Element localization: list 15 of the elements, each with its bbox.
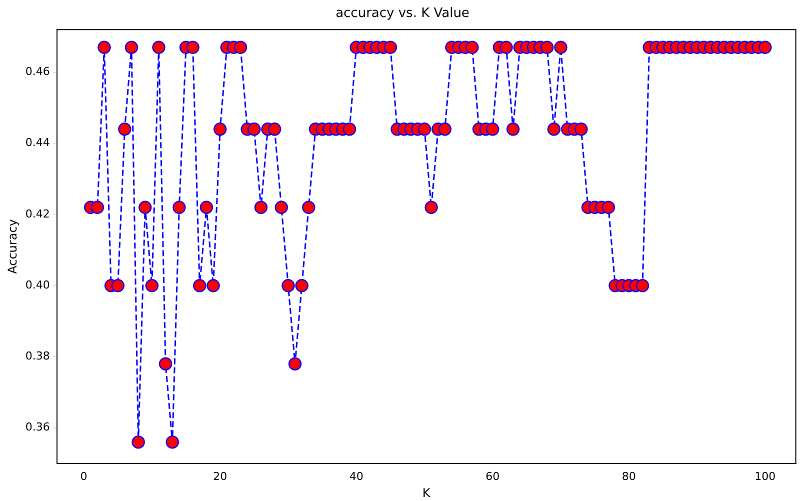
x-tick-label: 100	[754, 470, 776, 483]
y-tick-label: 0.40	[25, 278, 50, 292]
x-tick-label: 20	[213, 470, 228, 483]
y-tick-label: 0.46	[25, 65, 50, 78]
y-tick-label: 0.36	[25, 420, 50, 434]
y-tick-label: 0.42	[25, 207, 50, 220]
y-tick-label: 0.44	[25, 136, 50, 150]
x-tick-label: 0	[80, 470, 88, 483]
x-tick-label: 40	[349, 470, 364, 483]
x-tick-label: 60	[486, 470, 500, 483]
y-tick-label: 0.38	[25, 350, 50, 363]
chart-title: accuracy vs. K Value	[336, 6, 470, 22]
x-axis-title: K	[422, 486, 432, 500]
x-tick-label: 80	[622, 470, 636, 483]
y-axis-title: Accuracy	[5, 219, 20, 274]
